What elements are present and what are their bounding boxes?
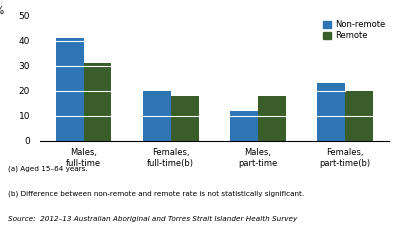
Text: %: % [0,6,4,16]
Legend: Non-remote, Remote: Non-remote, Remote [320,17,388,44]
Bar [56,38,83,141]
Bar [258,96,286,141]
Text: (b) Difference between non-remote and remote rate is not statistically significa: (b) Difference between non-remote and re… [8,191,304,197]
Text: Source:  2012–13 Australian Aboriginal and Torres Strait Islander Health Survey: Source: 2012–13 Australian Aboriginal an… [8,216,297,222]
Text: (a) Aged 15–64 years.: (a) Aged 15–64 years. [8,166,88,172]
Bar [317,83,345,141]
Bar [83,63,112,141]
Bar [345,91,373,141]
Bar [230,111,258,141]
Bar [143,91,171,141]
Bar [171,96,198,141]
